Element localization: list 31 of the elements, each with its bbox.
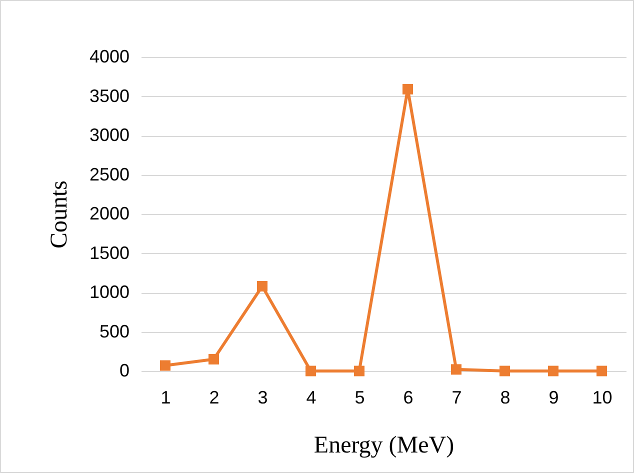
point	[500, 366, 510, 376]
x-tick-label: 8	[500, 388, 510, 408]
y-tick-label: 500	[99, 321, 130, 342]
y-tick-label: 4000	[89, 46, 130, 66]
x-tick-label: 1	[160, 388, 171, 408]
point	[548, 366, 558, 376]
x-tick-label: 10	[592, 388, 612, 408]
x-tick-label: 5	[354, 388, 365, 408]
point	[306, 366, 316, 376]
x-axis-title: Energy (MeV)	[314, 432, 454, 458]
point	[402, 84, 413, 94]
y-axis-title: Counts	[46, 180, 72, 249]
x-tick-label: 2	[209, 388, 220, 408]
point	[257, 280, 268, 292]
point	[160, 360, 170, 371]
point	[451, 364, 462, 375]
x-tick-label: 6	[403, 388, 414, 408]
y-tick-label: 1000	[89, 282, 130, 302]
x-tick-label: 7	[452, 388, 462, 408]
y-tick-label: 0	[119, 360, 130, 380]
y-tick-label: 1500	[89, 242, 130, 263]
point	[596, 366, 607, 376]
point	[208, 354, 219, 364]
y-tick-label: 3500	[89, 86, 130, 106]
y-tick-label: 2000	[89, 204, 130, 224]
x-tick-label: 4	[306, 388, 316, 408]
x-tick-label: 3	[258, 388, 268, 408]
x-tick-label: 9	[548, 388, 559, 408]
y-tick-label: 2500	[89, 164, 130, 184]
y-tick-label: 3000	[89, 125, 130, 145]
point	[354, 366, 364, 376]
